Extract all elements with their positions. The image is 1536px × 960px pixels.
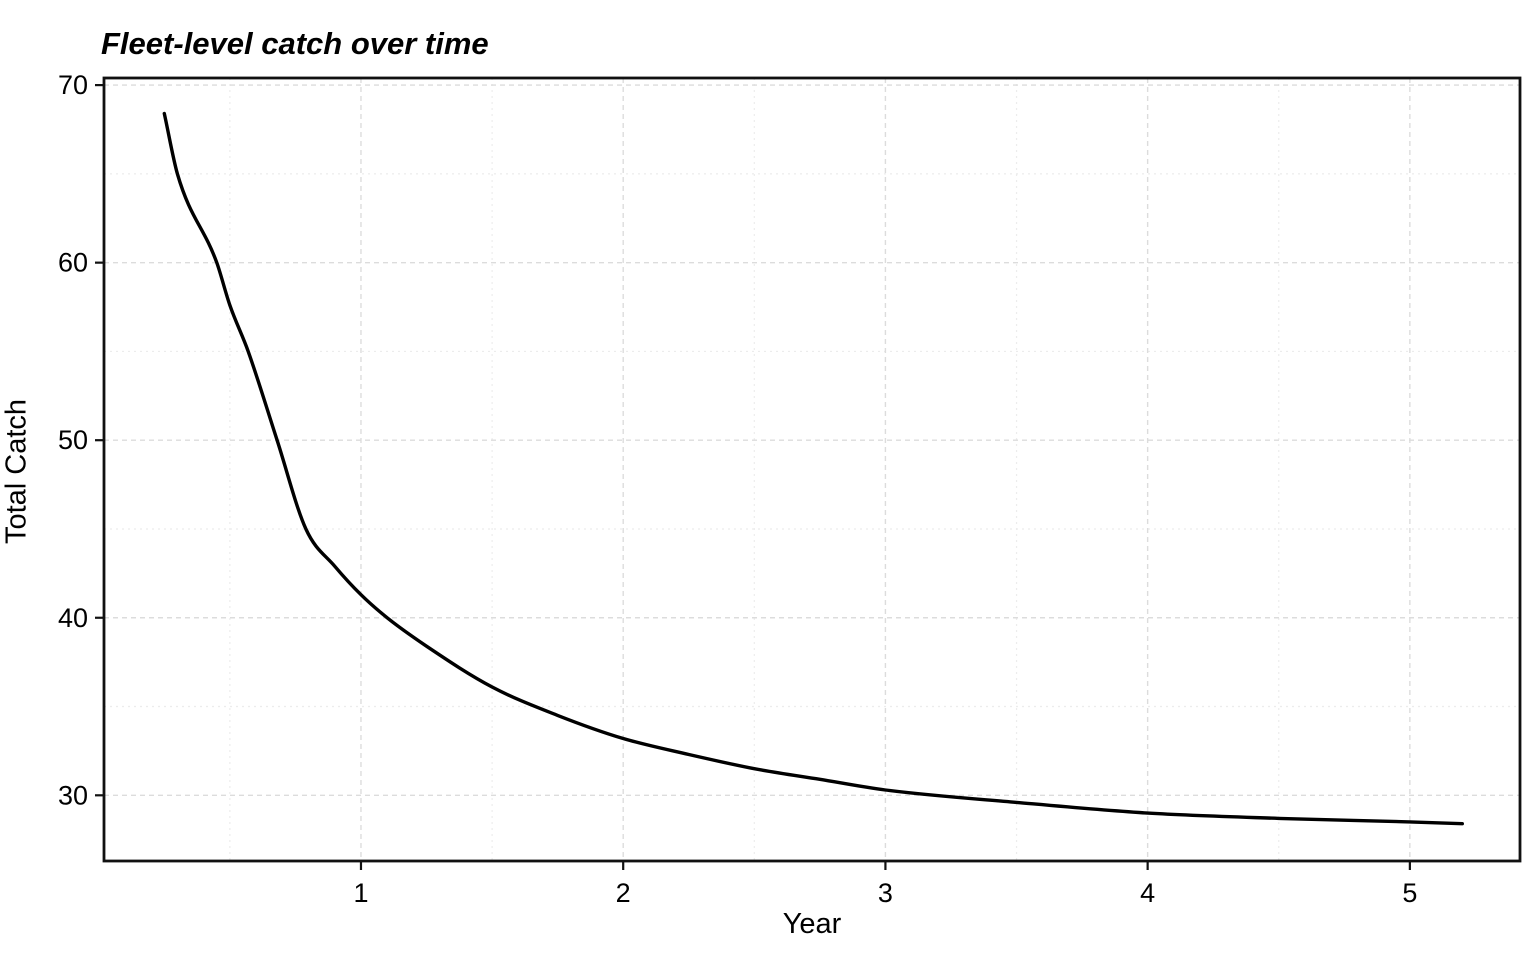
y-tick-label: 50 xyxy=(58,425,88,455)
x-tick-label: 5 xyxy=(1402,878,1417,908)
axis-tick-marks xyxy=(95,84,1411,870)
axis-tick-labels: 1 2 3 4 5 30 40 50 60 70 xyxy=(58,70,1417,908)
minor-gridlines xyxy=(104,78,1520,861)
x-tick-label: 2 xyxy=(616,878,631,908)
chart-title: Fleet-level catch over time xyxy=(101,26,489,61)
major-gridlines xyxy=(104,78,1520,861)
x-tick-label: 4 xyxy=(1140,878,1155,908)
x-axis-title: Year xyxy=(782,908,842,940)
panel-border xyxy=(102,76,1522,863)
x-tick-label: 1 xyxy=(353,878,368,908)
catch-curve xyxy=(162,111,1464,826)
x-tick-label: 3 xyxy=(878,878,893,908)
y-tick-label: 30 xyxy=(58,780,88,810)
y-tick-label: 70 xyxy=(58,70,88,100)
y-tick-label: 40 xyxy=(58,603,88,633)
y-tick-label: 60 xyxy=(58,248,88,278)
